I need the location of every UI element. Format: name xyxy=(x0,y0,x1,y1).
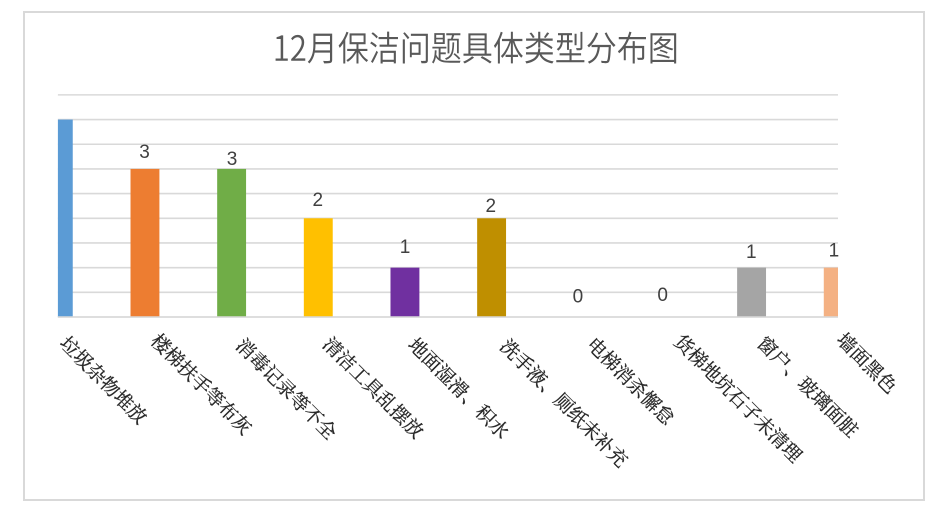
svg-text:3: 3 xyxy=(227,149,238,170)
svg-text:2: 2 xyxy=(313,190,324,211)
svg-text:2: 2 xyxy=(486,196,497,217)
svg-text:0: 0 xyxy=(573,286,584,307)
svg-text:1: 1 xyxy=(400,237,411,258)
svg-text:1: 1 xyxy=(829,240,840,261)
svg-text:3: 3 xyxy=(139,142,150,163)
svg-text:1: 1 xyxy=(746,242,757,263)
svg-text:0: 0 xyxy=(657,285,668,306)
